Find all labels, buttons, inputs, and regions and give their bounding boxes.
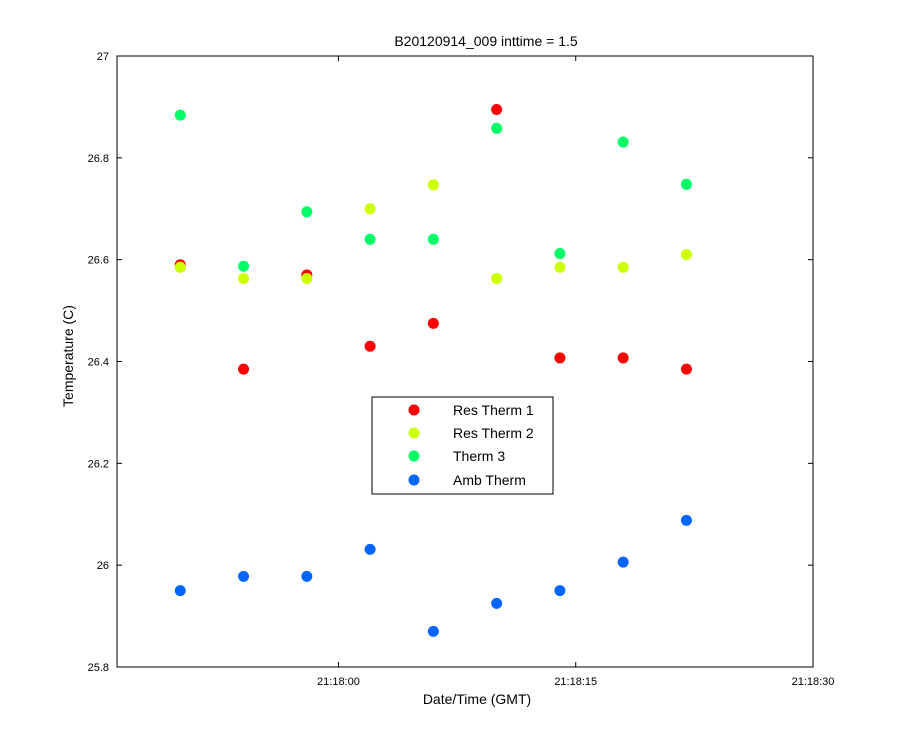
data-point-therm-3 — [301, 206, 313, 218]
data-point-amb-therm — [174, 585, 186, 597]
data-point-amb-therm — [680, 514, 692, 526]
data-point-amb-therm — [301, 570, 313, 582]
series-res-therm-2 — [174, 179, 692, 285]
data-point-res-therm-1 — [427, 317, 439, 329]
data-point-therm-3 — [491, 122, 503, 134]
x-tick-label: 21:18:30 — [792, 676, 835, 688]
data-point-amb-therm — [427, 625, 439, 637]
legend-label-therm-3: Therm 3 — [453, 448, 505, 464]
legend-marker-therm-3 — [408, 450, 420, 462]
data-point-therm-3 — [680, 178, 692, 190]
legend-marker-amb-therm — [408, 474, 420, 486]
data-point-res-therm-1 — [554, 352, 566, 364]
y-tick-label: 25.8 — [88, 662, 109, 674]
data-point-therm-3 — [174, 109, 186, 121]
data-point-res-therm-2 — [617, 261, 629, 273]
data-point-amb-therm — [617, 556, 629, 568]
legend-label-res-therm-1: Res Therm 1 — [453, 402, 534, 418]
y-tick-label: 26.8 — [88, 153, 109, 165]
data-point-res-therm-1 — [364, 340, 376, 352]
series-therm-3 — [174, 109, 692, 272]
data-point-res-therm-2 — [554, 261, 566, 273]
y-tick-label: 26.4 — [88, 357, 109, 369]
data-points — [174, 103, 692, 637]
data-point-amb-therm — [364, 543, 376, 555]
legend-label-res-therm-2: Res Therm 2 — [453, 425, 534, 441]
y-tick-label: 26 — [97, 560, 109, 572]
data-point-amb-therm — [238, 570, 250, 582]
legend-label-amb-therm: Amb Therm — [453, 472, 526, 488]
axis-ticks: 25.8 26 26.2 26.4 26.6 26.8 27 21:18:00 21:18:15… — [88, 51, 835, 688]
data-point-amb-therm — [554, 585, 566, 597]
data-point-therm-3 — [238, 260, 250, 272]
chart-title: B20120914_009 inttime = 1.5 — [394, 33, 578, 49]
legend-marker-res-therm-2 — [408, 427, 420, 439]
legend-marker-res-therm-1 — [408, 404, 420, 416]
series-amb-therm — [174, 514, 692, 637]
y-tick-label: 26.2 — [88, 458, 109, 470]
x-axis-title: Date/Time (GMT) — [423, 691, 531, 707]
plot-area — [116, 55, 814, 668]
data-point-res-therm-2 — [364, 203, 376, 215]
data-point-therm-3 — [364, 233, 376, 245]
legend: Res Therm 1 Res Therm 2 Therm 3 Amb Ther… — [371, 396, 554, 495]
data-point-res-therm-2 — [680, 249, 692, 261]
data-point-res-therm-2 — [238, 273, 250, 285]
data-point-res-therm-1 — [680, 363, 692, 375]
data-point-therm-3 — [554, 248, 566, 260]
legend-box — [371, 396, 554, 495]
data-point-res-therm-2 — [427, 179, 439, 191]
data-point-res-therm-1 — [491, 103, 503, 115]
x-tick-label: 21:18:15 — [554, 676, 597, 688]
data-point-res-therm-1 — [617, 352, 629, 364]
x-tick-label: 21:18:00 — [317, 676, 360, 688]
data-point-res-therm-2 — [301, 273, 313, 285]
data-point-therm-3 — [427, 233, 439, 245]
data-point-therm-3 — [617, 136, 629, 148]
data-point-res-therm-2 — [491, 273, 503, 285]
y-tick-label: 26.6 — [88, 255, 109, 267]
data-point-res-therm-2 — [174, 261, 186, 273]
data-point-amb-therm — [491, 597, 503, 609]
data-point-res-therm-1 — [238, 363, 250, 375]
y-tick-label: 27 — [97, 51, 109, 63]
y-axis-title: Temperature (C) — [60, 305, 76, 407]
